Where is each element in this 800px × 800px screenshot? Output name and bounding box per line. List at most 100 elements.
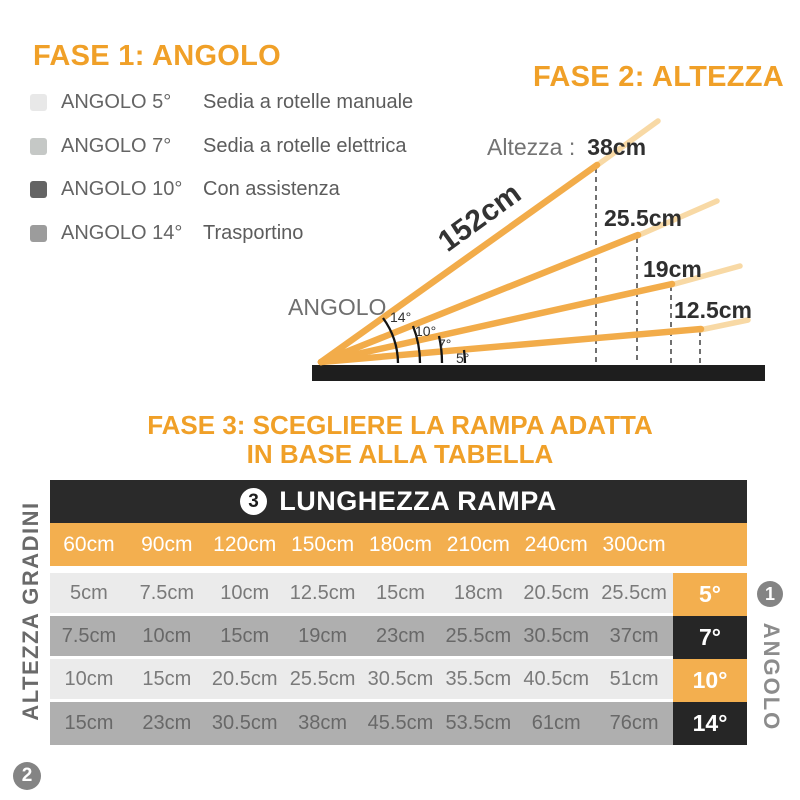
angle-cell-10deg: 10° (673, 659, 747, 702)
table-cell: 45.5cm (367, 712, 434, 734)
legend-description: Sedia a rotelle manuale (203, 91, 414, 114)
table-cell: 23cm (375, 624, 425, 647)
legend-angle-label: ANGOLO 7° (61, 134, 172, 157)
angolo-diagram-label: ANGOLO (288, 294, 387, 320)
height-value-12cm: 12.5cm (674, 297, 753, 323)
step-3-badge: 3 (240, 488, 268, 515)
ramp-10deg-faded (634, 198, 720, 239)
table-cell: 20.5cm (523, 581, 589, 604)
table-cell: 40.5cm (523, 667, 589, 690)
legend-angle-label: ANGOLO 14° (61, 221, 183, 244)
fase1-title: FASE 1: ANGOLO (33, 40, 282, 72)
column-header: 210cm (446, 532, 510, 556)
angle-arc-10deg (411, 325, 422, 364)
angle-arc-14deg (382, 317, 400, 364)
ramp-angle-diagram (312, 118, 765, 381)
table-row-10deg: 10cm 15cm 20.5cm 25.5cm 30.5cm 35.5cm 40… (50, 659, 747, 702)
table-cell: 35.5cm (445, 667, 512, 690)
step-1-badge: 1 (757, 581, 783, 607)
legend-item-7deg: ANGOLO 7° Sedia a rotelle elettrica (30, 125, 413, 169)
angle-legend: ANGOLO 5° Sedia a rotelle manuale ANGOLO… (30, 81, 413, 255)
angle-cell-14deg: 14° (673, 702, 747, 745)
table-row-5deg: 5cm 7.5cm 10cm 12.5cm 15cm 18cm 20.5cm 2… (50, 573, 747, 616)
legend-item-5deg: ANGOLO 5° Sedia a rotelle manuale (30, 81, 413, 125)
table-cell: 30.5cm (523, 624, 589, 647)
table-cell: 51cm (609, 667, 659, 690)
legend-angle-label: ANGOLO 5° (61, 91, 172, 114)
ramp-7deg (317, 280, 676, 366)
left-axis-label: ALTEZZA GRADINI (18, 501, 43, 721)
ramp-selection-table: 3 LUNGHEZZA RAMPA 60cm 90cm 120cm 150cm … (50, 480, 747, 745)
table-cell: 15cm (142, 667, 192, 690)
ramp-7deg-faded (668, 263, 743, 288)
height-value-38cm: 38cm (587, 134, 647, 160)
angle-arc-7deg (437, 335, 444, 364)
table-cell: 23cm (142, 712, 192, 734)
arc-label-14deg: 14° (390, 309, 412, 325)
table-cell: 12.5cm (289, 581, 356, 604)
ramp-14deg-faded (593, 118, 661, 169)
angle-cell-7deg: 7° (673, 616, 747, 659)
table-cell: 5cm (70, 581, 108, 604)
fase3-title-line2: IN BASE ALLA TABELLA (246, 439, 554, 469)
column-header: 300cm (602, 532, 666, 556)
angle-5-swatch (30, 94, 47, 112)
legend-description: Trasportino (203, 221, 304, 244)
legend-description: Sedia a rotelle elettrica (203, 134, 407, 157)
legend-item-10deg: ANGOLO 10° Con assistenza (30, 168, 413, 212)
table-cell: 53.5cm (445, 712, 512, 734)
ground-bar (312, 365, 765, 381)
angle-14-swatch (30, 224, 47, 242)
arc-label-7deg: 7° (438, 336, 452, 352)
table-cell: 10cm (220, 581, 270, 604)
column-header: 90cm (141, 532, 193, 556)
table-cell: 30.5cm (367, 667, 434, 690)
column-header-row: 60cm 90cm 120cm 150cm 180cm 210cm 240cm … (50, 523, 747, 566)
table-cell: 7.5cm (139, 581, 195, 604)
angle-7-swatch (30, 137, 47, 155)
table-cell: 25.5cm (445, 624, 512, 647)
table-cell: 10cm (64, 667, 114, 690)
table-row-7deg: 7.5cm 10cm 15cm 19cm 23cm 25.5cm 30.5cm … (50, 616, 747, 659)
angle-arc-5deg (462, 349, 467, 364)
legend-angle-label: ANGOLO 10° (61, 178, 183, 201)
fase3-title-line1: FASE 3: SCEGLIERE LA RAMPA ADATTA (147, 410, 653, 440)
table-cell: 37cm (609, 624, 659, 647)
column-header: 240cm (524, 532, 588, 556)
altezza-caption: Altezza : 38cm (487, 134, 646, 161)
table-cell: 30.5cm (211, 712, 278, 734)
step-2-badge: 2 (13, 762, 41, 790)
right-axis-label: ANGOLO (759, 622, 784, 732)
column-header: 60cm (63, 532, 115, 556)
angle-cell-5deg: 5° (673, 573, 747, 616)
ramp-5deg (317, 325, 705, 366)
table-spacer (50, 566, 747, 573)
table-cell: 7.5cm (61, 624, 117, 647)
arc-label-10deg: 10° (415, 323, 437, 339)
column-header: 120cm (213, 532, 277, 556)
table-cell: 10cm (142, 624, 192, 647)
table-cell: 20.5cm (211, 667, 278, 690)
height-value-19cm: 19cm (643, 256, 702, 282)
legend-item-14deg: ANGOLO 14° Trasportino (30, 212, 413, 256)
column-header: 180cm (368, 532, 432, 556)
table-cell: 76cm (609, 712, 659, 734)
table-cell: 25.5cm (289, 667, 356, 690)
table-cell: 15cm (220, 624, 270, 647)
angle-10-swatch (30, 181, 47, 199)
table-cell: 18cm (453, 581, 503, 604)
table-cell: 19cm (298, 624, 348, 647)
table-header-bar: 3 LUNGHEZZA RAMPA (50, 480, 747, 523)
legend-description: Con assistenza (203, 178, 340, 201)
table-row-14deg: 15cm 23cm 30.5cm 38cm 45.5cm 53.5cm 61cm… (50, 702, 747, 745)
column-header: 150cm (291, 532, 355, 556)
height-value-25cm: 25.5cm (604, 205, 683, 231)
arc-label-5deg: 5° (456, 350, 470, 366)
table-cell: 38cm (298, 712, 348, 734)
table-header-title: LUNGHEZZA RAMPA (279, 486, 557, 516)
altezza-label: Altezza : (487, 134, 576, 160)
ramp-10deg (317, 231, 642, 366)
table-cell: 15cm (375, 581, 425, 604)
ramp-14deg (317, 161, 601, 366)
